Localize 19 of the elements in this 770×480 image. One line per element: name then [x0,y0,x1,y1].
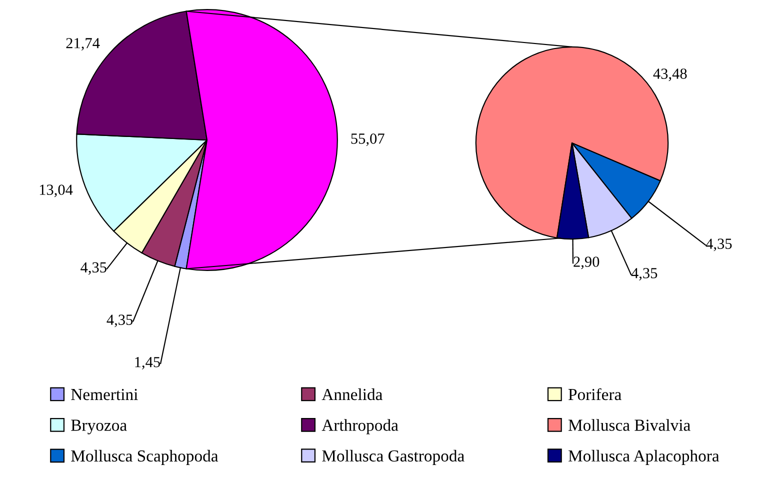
data-label: 4,35 [80,262,106,275]
data-label: 4,35 [631,268,658,281]
legend-label: Annelida [322,388,382,400]
legend-label: Nemertini [71,388,138,400]
data-label: 4,35 [106,314,133,328]
data-label: 13,04 [40,184,73,198]
legend-label: Bryozoa [71,420,127,434]
legend-label: Porifera [568,388,622,400]
legend-label: Mollusca Gastropoda [322,450,464,465]
data-label: 1,45 [135,357,160,370]
legend-label: Mollusca Scaphopoda [71,450,218,465]
legend-label: Mollusca Aplacophora [568,450,720,465]
data-label: 55,07 [351,134,384,146]
data-label: 43,48 [653,68,687,82]
data-label: 21,74 [66,38,100,51]
data-label: 2,90 [574,256,600,270]
data-label: 4,35 [706,238,732,252]
legend-label: Arthropoda [322,419,398,434]
legend-label: Mollusca Bivalvia [568,419,690,431]
